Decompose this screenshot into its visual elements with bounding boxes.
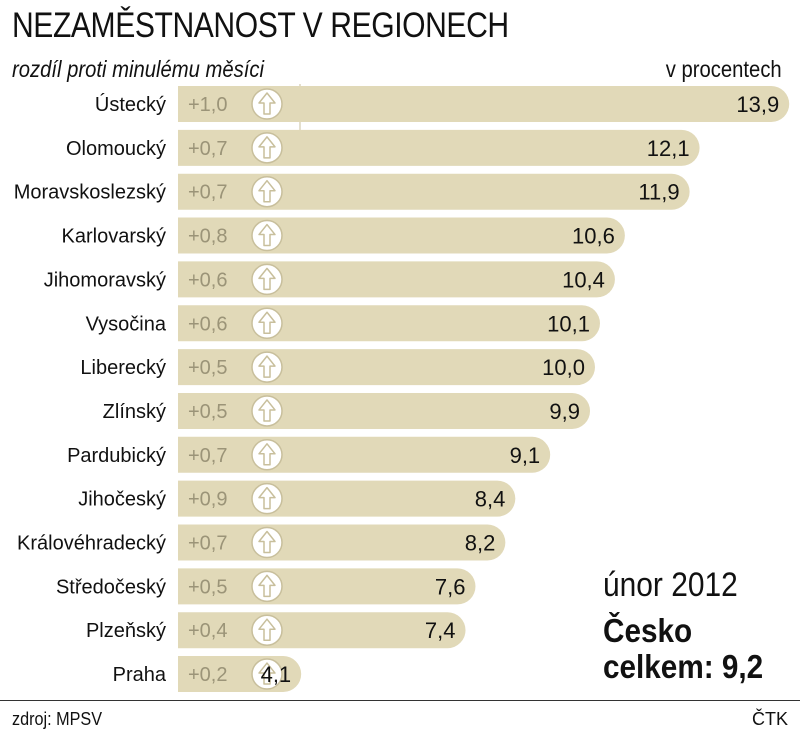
arrow-up-icon (251, 482, 283, 515)
change-label: +0,7 (188, 138, 227, 160)
arrow-up-icon (251, 526, 283, 559)
change-label: +0,8 (188, 226, 227, 248)
bar (178, 568, 476, 605)
arrow-up-icon (251, 307, 283, 339)
change-label: +0,2 (188, 664, 227, 686)
footer-divider (0, 700, 800, 701)
category-label: Praha (113, 664, 167, 686)
change-label: +0,5 (188, 401, 227, 423)
category-label: Zlínský (103, 401, 166, 423)
change-label: +1,0 (188, 94, 227, 116)
arrow-up-icon (251, 614, 283, 646)
bar (178, 129, 700, 166)
bar (178, 261, 615, 298)
bar (178, 173, 690, 210)
chart-title: NEZAMĚSTNANOST V REGIONECH (12, 6, 509, 45)
agency-label: ČTK (752, 709, 788, 729)
value-label: 10,1 (547, 311, 590, 336)
change-label: +0,7 (188, 533, 227, 555)
category-label: Jihočeský (78, 489, 166, 511)
category-label: Moravskoslezský (14, 182, 166, 204)
value-label: 9,9 (549, 399, 580, 424)
value-label: 13,9 (736, 92, 779, 117)
arrow-up-icon (251, 658, 283, 690)
category-label: Vysočina (86, 313, 167, 335)
change-label: +0,6 (188, 313, 227, 335)
bar (178, 349, 595, 386)
value-label: 10,0 (542, 355, 585, 380)
arrow-up-icon (251, 88, 283, 120)
category-label: Karlovarský (62, 226, 166, 248)
arrow-up-icon (251, 175, 283, 208)
arrow-up-icon (251, 570, 283, 603)
bar (178, 612, 466, 649)
arrow-up-icon (251, 263, 283, 296)
category-label: Královéhradecký (17, 533, 166, 555)
category-label: Středočeský (56, 576, 166, 598)
category-label: Plzeňský (86, 620, 166, 642)
bar (178, 86, 790, 122)
value-label: 8,2 (465, 531, 496, 556)
value-label: 9,1 (510, 443, 541, 468)
arrow-up-icon (251, 395, 283, 427)
value-label: 11,9 (638, 180, 679, 205)
value-label: 12,1 (647, 136, 690, 161)
change-label: +0,6 (188, 269, 227, 291)
unit-label: v procentech (666, 56, 782, 82)
category-label: Pardubický (67, 445, 166, 467)
arrow-up-icon (251, 439, 283, 471)
bar (178, 217, 625, 254)
arrow-up-icon (251, 219, 283, 252)
source-label: zdroj: MPSV (12, 709, 103, 729)
category-label: Jihomoravský (44, 269, 166, 291)
value-label: 10,6 (572, 224, 615, 249)
arrow-up-icon (251, 351, 283, 383)
value-label: 7,4 (425, 618, 456, 643)
change-label: +0,7 (188, 182, 227, 204)
bar-chart: Ústecký +1,0 13,9 Olomoucký +0,7 12,1 Moravsko… (14, 84, 790, 693)
bar (178, 305, 600, 342)
value-label: 7,6 (435, 574, 466, 599)
total-value: celkem: 9,2 (603, 648, 764, 685)
bar (178, 392, 591, 429)
value-label: 8,4 (475, 487, 506, 512)
bar (178, 436, 551, 473)
category-label: Ústecký (95, 93, 166, 116)
change-label: +0,5 (188, 576, 227, 598)
value-label: 4,1 (261, 662, 292, 687)
change-label: +0,9 (188, 489, 227, 511)
change-label: +0,4 (188, 620, 227, 642)
total-label: Česko (603, 612, 693, 649)
chart-subtitle: rozdíl proti minulému měsíci (12, 56, 264, 82)
period-label: únor 2012 (603, 566, 738, 604)
bar (178, 480, 516, 517)
change-label: +0,7 (188, 445, 227, 467)
arrow-up-icon (251, 132, 283, 164)
change-label: +0,5 (188, 357, 227, 379)
category-label: Liberecký (80, 357, 166, 379)
value-label: 10,4 (562, 267, 605, 292)
category-label: Olomoucký (66, 138, 166, 160)
